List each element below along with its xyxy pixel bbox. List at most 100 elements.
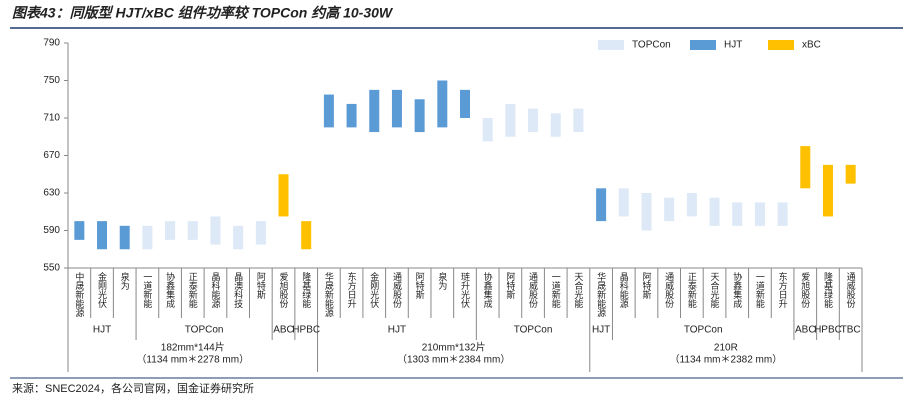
range-bar: [777, 202, 788, 226]
range-bar: [142, 225, 153, 250]
x-tick-label: 正泰新能: [687, 272, 697, 309]
x-tick-label: 通威股份: [846, 272, 856, 309]
y-tick-label: 630: [43, 188, 60, 199]
range-bar: [301, 221, 312, 250]
range-bar: [278, 174, 289, 217]
x-tick-label: 金刚光伏: [97, 271, 107, 309]
x-tick-label: 隆基绿能: [301, 271, 311, 309]
x-tick-label: 通威股份: [528, 272, 538, 309]
group-label: 210R: [714, 343, 738, 354]
range-bar: [391, 89, 402, 128]
range-bar: [664, 197, 675, 222]
subgroup-label: HJT: [93, 325, 111, 336]
x-tick-label: 协鑫集成: [165, 271, 175, 309]
group-label: 182mm*144片: [161, 341, 225, 354]
y-tick-label: 550: [43, 263, 60, 274]
range-bar: [822, 164, 833, 217]
x-tick-label: 一道新能: [551, 272, 561, 309]
x-tick-label: 琏升光伏: [460, 271, 470, 309]
x-tick-label: 东方日升: [347, 271, 357, 309]
x-tick-label: 协鑫集成: [483, 271, 493, 309]
subgroup-label: HJT: [388, 325, 406, 336]
range-bar: [732, 202, 743, 226]
x-tick-label: 通威股份: [664, 272, 674, 309]
range-bar: [233, 225, 244, 250]
legend-label: xBC: [802, 40, 821, 51]
y-tick-label: 670: [43, 150, 60, 161]
subgroup-label: TOPCon: [185, 325, 224, 336]
range-bar: [255, 221, 266, 245]
range-bar: [323, 94, 334, 128]
x-tick-label: 爱旭股份: [279, 272, 289, 309]
subgroup-label: ABC: [795, 325, 816, 336]
range-bar: [845, 164, 856, 184]
x-tick-label: 晶科能源: [619, 272, 629, 309]
subgroup-label: HPBC: [292, 325, 320, 336]
range-bar: [437, 80, 448, 128]
x-tick-label: 通威股份: [392, 272, 402, 309]
y-tick-label: 750: [43, 75, 60, 86]
y-tick-label: 710: [43, 113, 60, 124]
range-bar: [550, 113, 561, 137]
x-tick-label: 泉为: [120, 271, 130, 291]
range-bar: [573, 108, 584, 133]
x-tick-label: 正泰新能: [188, 272, 198, 309]
group-sublabel: （1134 mm＊2382 mm）: [670, 354, 783, 366]
range-bar: [187, 221, 198, 240]
range-bar: [686, 193, 697, 217]
subgroup-label: HJT: [592, 325, 610, 336]
x-tick-label: 金刚光伏: [369, 271, 379, 309]
range-bar: [596, 188, 607, 222]
x-tick-label: 阿特斯: [505, 272, 515, 300]
range-bar: [97, 221, 108, 250]
range-bar: [641, 193, 652, 231]
group-label: 210mm*132片: [422, 341, 486, 354]
range-bar: [210, 216, 221, 245]
legend-swatch: [598, 40, 624, 50]
range-bar: [119, 225, 130, 250]
range-bar: [369, 89, 380, 133]
range-bar: [709, 197, 720, 226]
x-tick-label: 华晟新能源: [596, 271, 606, 318]
x-tick-label: 阿特斯: [641, 272, 651, 300]
range-bar: [482, 118, 493, 142]
x-tick-label: 天合光能: [710, 272, 720, 309]
range-bar: [505, 103, 516, 137]
x-tick-label: 晶科能源: [210, 272, 220, 309]
x-tick-label: 东方日升: [778, 271, 788, 309]
legend-label: HJT: [724, 40, 742, 51]
range-bar: [414, 99, 425, 133]
source: 来源：SNEC2024，各公司官网，国金证券研究所: [12, 381, 254, 395]
range-bar: [800, 146, 811, 189]
x-tick-label: 晶澳科技: [233, 272, 243, 309]
group-sublabel: （1134 mm＊2278 mm）: [136, 354, 249, 366]
range-bar: [618, 188, 629, 217]
x-tick-label: 隆基绿能: [823, 271, 833, 309]
x-tick-label: 中晟新能源: [74, 271, 84, 318]
x-tick-label: 阿特斯: [256, 272, 266, 300]
range-bar: [528, 108, 539, 133]
subgroup-label: TBC: [841, 325, 861, 336]
legend-label: TOPCon: [632, 40, 671, 51]
x-tick-label: 华晟新能源: [324, 271, 334, 318]
subgroup-label: HPBC: [814, 325, 842, 336]
x-tick-label: 一道新能: [755, 272, 765, 309]
legend-swatch: [768, 40, 794, 50]
legend-swatch: [690, 40, 716, 50]
chart-title: 图表43：同版型 HJT/xBC 组件功率较 TOPCon 约高 10-30W: [12, 5, 394, 21]
subgroup-label: TOPCon: [684, 325, 723, 336]
group-sublabel: （1303 mm＊2384 mm）: [397, 354, 510, 366]
y-tick-label: 790: [43, 38, 60, 49]
range-bar: [754, 202, 765, 226]
x-tick-label: 一道新能: [142, 272, 152, 309]
x-tick-label: 天合光能: [573, 272, 583, 309]
subgroup-label: ABC: [273, 325, 294, 336]
x-tick-label: 爱旭股份: [800, 272, 810, 309]
subgroup-label: TOPCon: [514, 325, 553, 336]
y-tick-label: 590: [43, 225, 60, 236]
range-bar: [165, 221, 176, 240]
range-bar: [460, 89, 470, 118]
x-tick-label: 泉为: [437, 271, 447, 291]
